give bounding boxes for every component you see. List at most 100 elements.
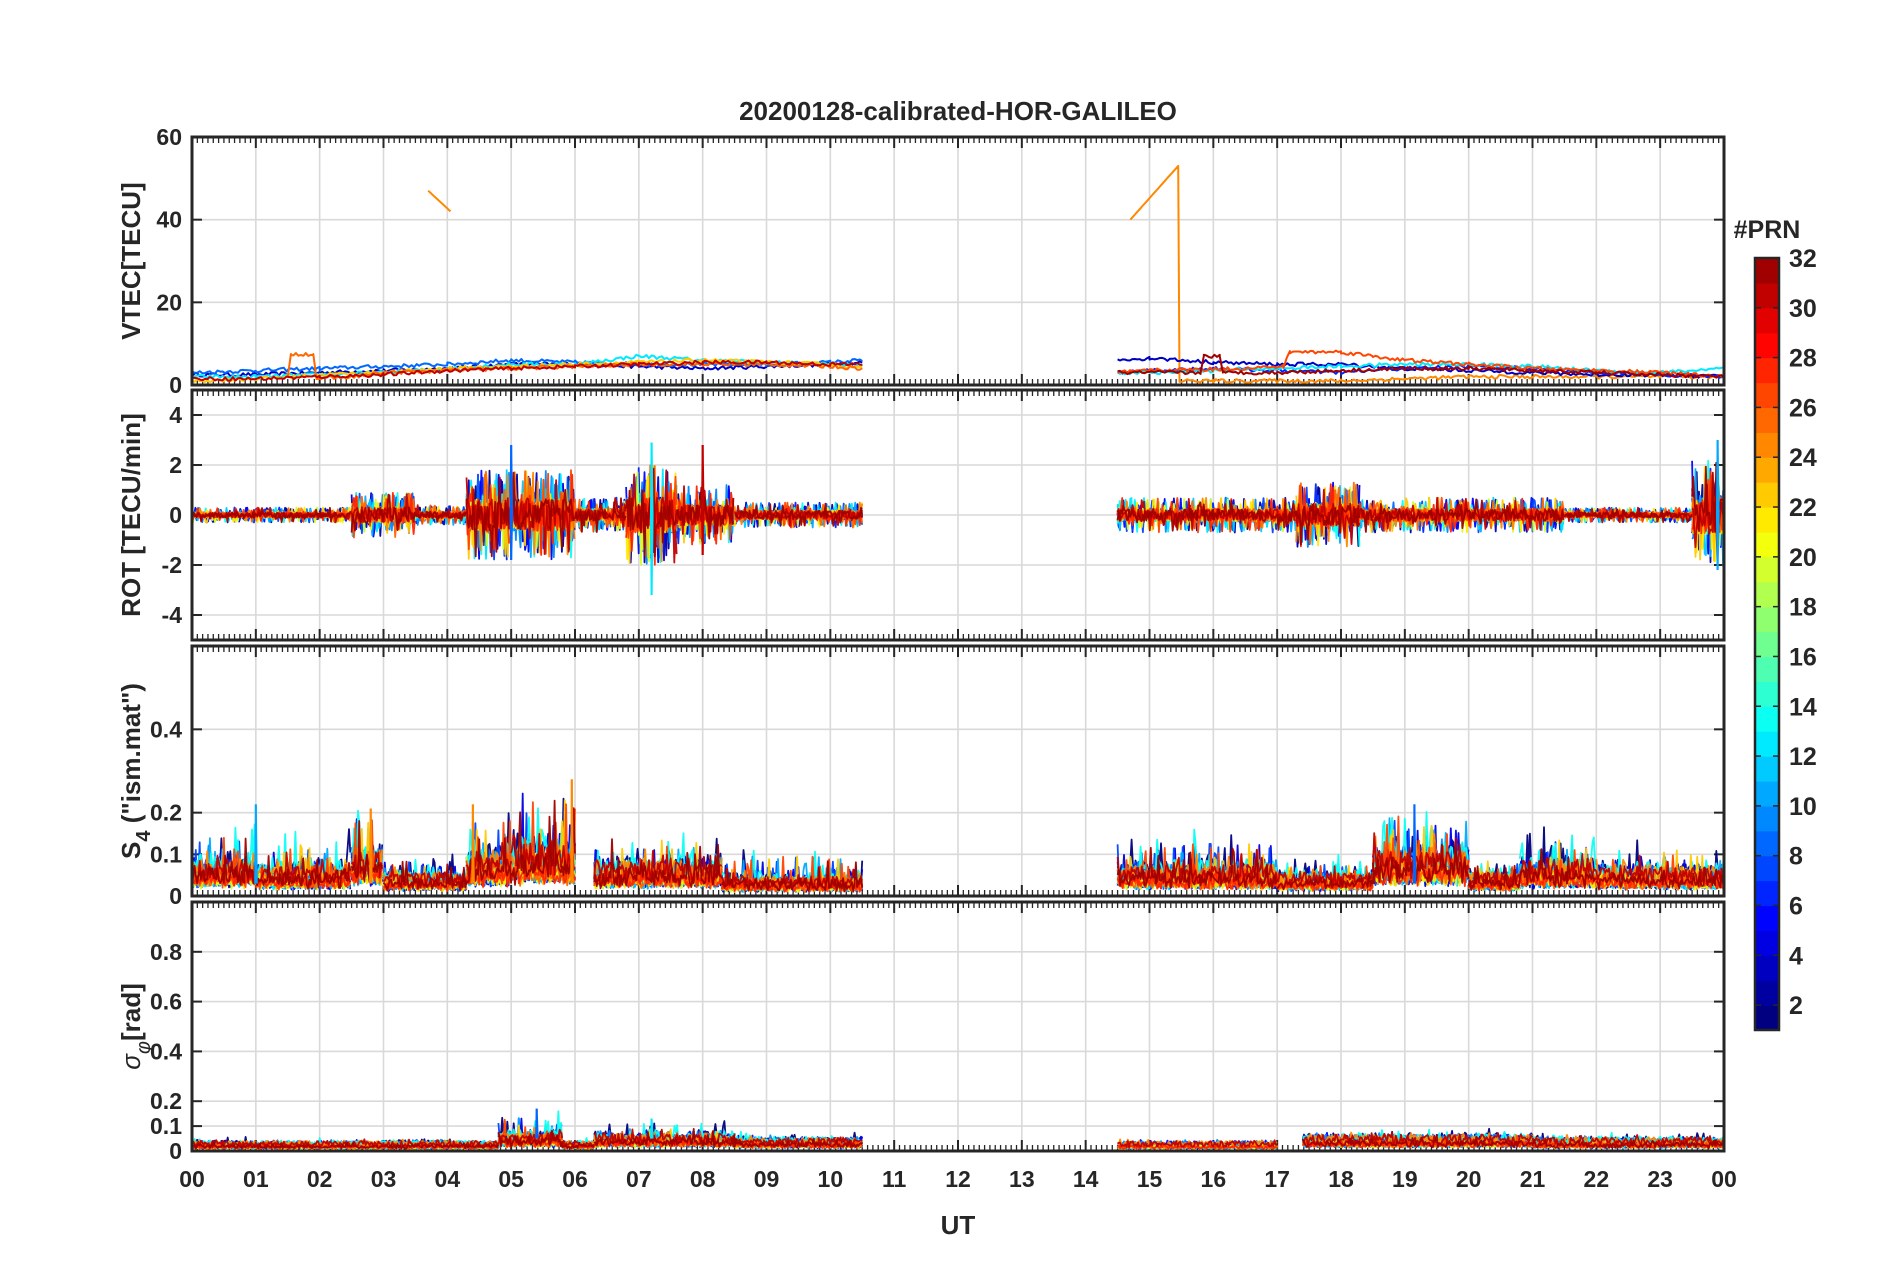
colorbar-tick-label: 10 <box>1789 793 1817 821</box>
colorbar-band <box>1755 780 1779 807</box>
colorbar-frame <box>1753 256 1781 1032</box>
spike-prn-8 <box>535 1108 539 1139</box>
colorbar-band <box>1755 706 1779 732</box>
x-tick-label: 10 <box>818 1166 844 1192</box>
spike-prn-24 <box>369 808 373 884</box>
x-tick-label: 23 <box>1647 1166 1673 1192</box>
series-line-prn-22 <box>192 357 863 383</box>
x-tick-label: 08 <box>690 1166 716 1192</box>
y-tick-label: 4 <box>169 402 182 428</box>
colorbar-tick-label: 12 <box>1789 743 1817 771</box>
colorbar-band <box>1755 457 1779 483</box>
y-tick-label: 0 <box>169 1138 182 1164</box>
colorbar-band <box>1755 606 1779 633</box>
colorbar-band <box>1755 681 1779 707</box>
series-line-prn-30 <box>192 359 863 382</box>
y-axis-label-sigma_phi: σφ[rad] <box>116 983 155 1070</box>
panel-frame <box>190 900 1726 1153</box>
x-tick-label: 14 <box>1073 1166 1099 1192</box>
colorbar-title: #PRN <box>1734 216 1801 244</box>
y-axis-label-s4: S4 ("ism.mat") <box>116 683 155 859</box>
colorbar-band <box>1755 830 1779 857</box>
spike-prn-24 <box>471 804 475 884</box>
colorbar-tick-label: 4 <box>1789 942 1803 970</box>
x-tick-label: 18 <box>1328 1166 1354 1192</box>
series-line-prn-31 <box>1117 353 1724 379</box>
colorbar-tick-label: 30 <box>1789 295 1817 323</box>
spike-prn-10 <box>254 804 258 884</box>
colorbar-tick-label: 20 <box>1789 544 1817 572</box>
y-tick-label: 0.8 <box>150 939 182 965</box>
panel-frame <box>190 644 1726 898</box>
y-tick-label: 0.4 <box>150 716 182 742</box>
x-tick-label: 13 <box>1009 1166 1035 1192</box>
spike-prn-30 <box>701 444 705 516</box>
colorbar-band <box>1755 556 1779 583</box>
x-tick-label: 00 <box>1711 1166 1737 1192</box>
y-tick-label: 0.1 <box>150 841 182 867</box>
colorbar-band <box>1755 980 1779 1006</box>
panel-frame <box>190 388 1726 642</box>
x-tick-label: 09 <box>754 1166 780 1192</box>
panel-frame <box>190 135 1726 387</box>
colorbar-band <box>1755 332 1779 359</box>
colorbar-band <box>1755 282 1779 309</box>
y-tick-label: -2 <box>162 552 182 578</box>
panel-s4: 0.4 0.2 0.1 0 S4 ("ism.mat") <box>116 644 1726 909</box>
series-line-prn-24 <box>1129 164 1724 384</box>
x-tick-label: 00 <box>179 1166 205 1192</box>
x-tick-label: 15 <box>1137 1166 1163 1192</box>
spike-prn-8 <box>1413 804 1417 884</box>
y-axis-label-vtec: VTEC[TECU] <box>116 182 146 339</box>
x-axis-label: UT <box>941 1210 976 1240</box>
x-tick-label: 06 <box>562 1166 588 1192</box>
colorbar-tick-label: 2 <box>1789 992 1803 1020</box>
plot-area <box>192 439 1724 596</box>
plot-area <box>192 164 1724 384</box>
series-trace-prn-31 <box>192 1128 1724 1150</box>
colorbar-band <box>1755 531 1779 558</box>
colorbar-band <box>1755 581 1779 608</box>
colorbar-band <box>1755 1005 1779 1031</box>
colorbar-band <box>1755 930 1779 956</box>
x-tick-label: 04 <box>435 1166 461 1192</box>
colorbar-tick-label: 24 <box>1789 444 1817 472</box>
spike-prn-24 <box>570 779 574 884</box>
y-tick-label: -4 <box>162 602 183 628</box>
x-tick-label: 02 <box>307 1166 333 1192</box>
colorbar-band <box>1755 731 1779 757</box>
colorbar-band <box>1755 407 1779 433</box>
series-line-prn-24 <box>427 189 452 213</box>
y-tick-label: 40 <box>156 207 182 233</box>
spike-prn-12 <box>650 514 654 596</box>
colorbar-band <box>1755 507 1779 533</box>
colorbar-band <box>1755 805 1779 832</box>
x-tick-label: 11 <box>882 1166 907 1192</box>
colorbar-band <box>1755 656 1779 682</box>
x-tick-label: 16 <box>1201 1166 1227 1192</box>
spike-prn-30 <box>701 514 705 556</box>
spike-prn-10 <box>1716 514 1720 571</box>
colorbar-tick-label: 32 <box>1789 245 1817 273</box>
colorbar-band <box>1755 258 1779 284</box>
x-tick-label: 22 <box>1584 1166 1610 1192</box>
x-tick-label: 01 <box>243 1166 269 1192</box>
colorbar-tick-label: 14 <box>1789 693 1817 721</box>
colorbar-tick-label: 28 <box>1789 345 1817 373</box>
y-tick-label: 0 <box>169 372 182 398</box>
x-tick-label: 03 <box>371 1166 397 1192</box>
panel-rot: 4 2 0 -2 -4 ROT [TECU/min] <box>116 388 1726 642</box>
colorbar-band <box>1755 432 1779 458</box>
colorbar-band <box>1755 855 1779 882</box>
y-tick-label: 0 <box>169 883 182 909</box>
colorbar-band <box>1755 382 1779 409</box>
y-tick-label: 0.2 <box>150 1088 182 1114</box>
plot-area <box>192 779 1724 893</box>
series-trace-prn-31 <box>192 799 1724 893</box>
colorbar-tick-label: 18 <box>1789 594 1817 622</box>
y-tick-label: 60 <box>156 124 182 150</box>
y-tick-label: 0.2 <box>150 800 182 826</box>
y-tick-label: 0.1 <box>150 1113 182 1139</box>
